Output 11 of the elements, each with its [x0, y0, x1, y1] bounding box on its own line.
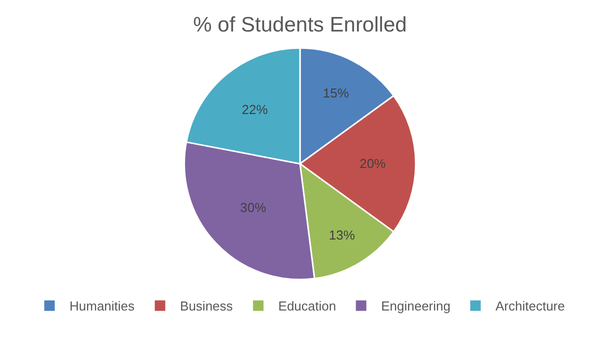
data-label: 20%	[360, 156, 386, 172]
data-label: 13%	[328, 228, 356, 243]
legend-label: Education	[278, 298, 336, 314]
data-label: 30%	[240, 200, 267, 216]
legend-label: Business	[180, 298, 234, 314]
data-label: 15%	[322, 85, 350, 100]
data-label: 22%	[242, 102, 268, 117]
chart-title: % of Students Enrolled	[193, 14, 407, 37]
legend-label: Architecture	[495, 298, 565, 314]
legend-label: Humanities	[70, 298, 136, 314]
legend-label: Engineering	[381, 298, 450, 314]
